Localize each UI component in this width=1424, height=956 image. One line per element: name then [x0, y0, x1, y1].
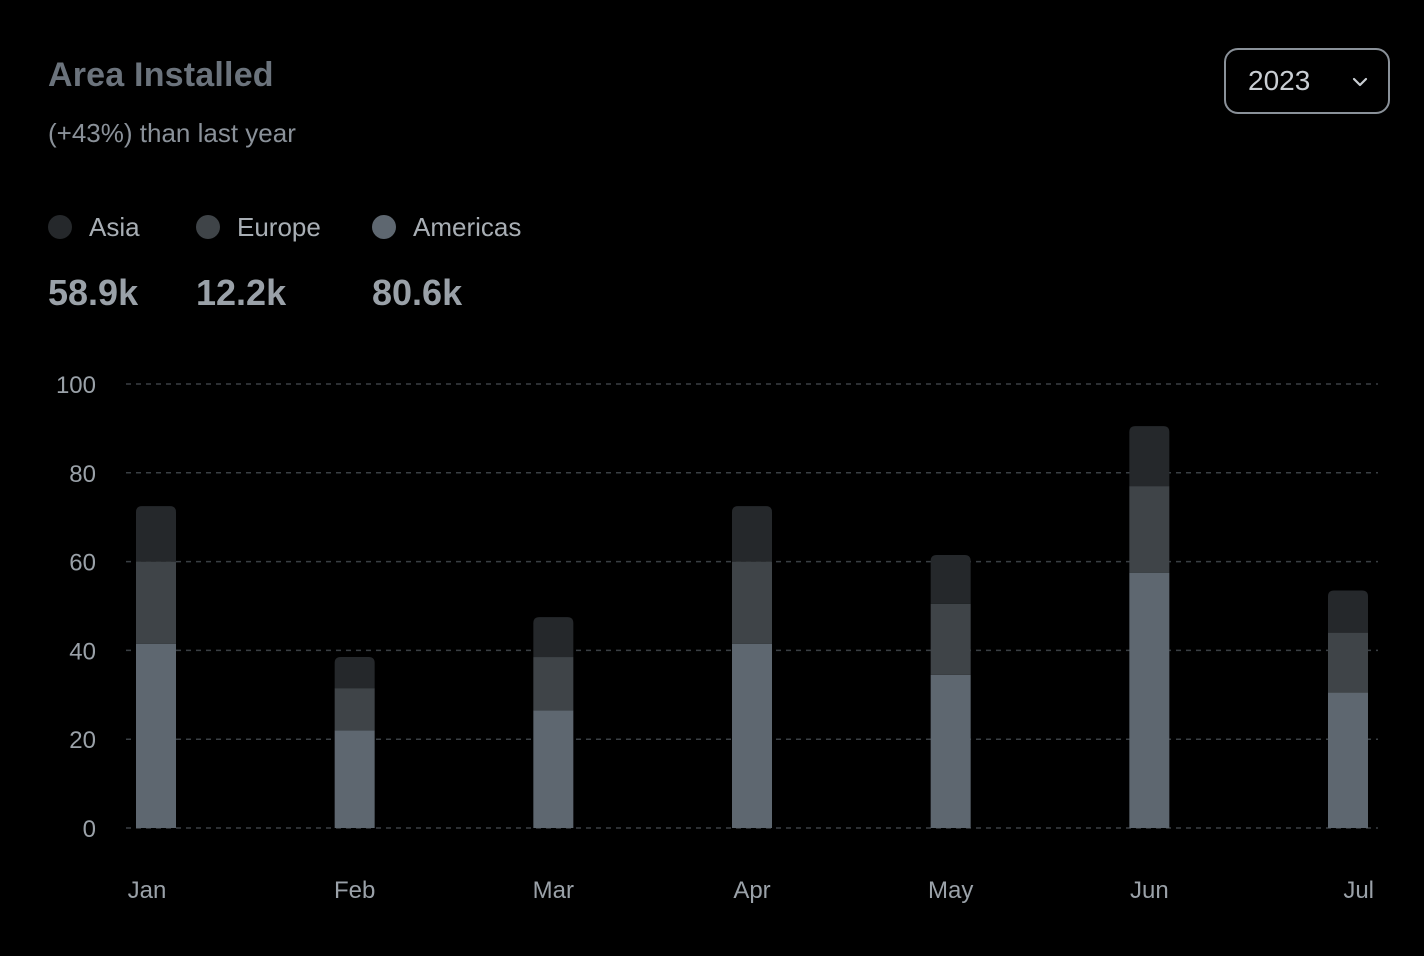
chevron-down-icon: [1352, 77, 1368, 87]
bar-jul-americas: [1328, 692, 1368, 828]
bar-jul-europe: [1328, 632, 1368, 693]
bar-jul-asia: [1328, 590, 1368, 633]
bar-jun-americas: [1129, 572, 1170, 828]
legend-dot-europe: [196, 215, 220, 239]
y-tick-label-60: 60: [69, 550, 96, 577]
legend-item-europe[interactable]: Europe: [196, 210, 321, 244]
legend-label-asia: Asia: [89, 211, 140, 242]
bar-mar-americas: [533, 710, 574, 828]
y-tick-label-20: 20: [69, 727, 96, 754]
x-tick-label-feb: Feb: [334, 877, 375, 904]
bar-feb-americas: [334, 730, 375, 828]
legend-value-asia: 58.9k: [48, 272, 139, 313]
bar-jun-europe: [1129, 486, 1170, 573]
bar-apr-europe: [732, 561, 772, 644]
bar-feb-europe: [334, 688, 375, 731]
year-select[interactable]: 2023: [1224, 48, 1390, 114]
x-tick-label-jul: Jul: [1343, 877, 1374, 904]
bar-may-asia: [930, 554, 971, 604]
x-tick-label-apr: Apr: [733, 877, 770, 904]
legend-item-americas[interactable]: Americas: [372, 210, 521, 244]
x-tick-label-may: May: [928, 877, 973, 904]
y-tick-label-0: 0: [83, 816, 96, 843]
bar-jun-asia: [1129, 426, 1170, 487]
chart-subtitle: (+43%) than last year: [48, 118, 296, 148]
x-tick-label-jun: Jun: [1130, 877, 1169, 904]
y-tick-label-100: 100: [56, 372, 96, 399]
bar-mar-europe: [533, 657, 574, 711]
legend-dot-asia: [48, 215, 72, 239]
legend-value-europe: 12.2k: [196, 272, 287, 313]
year-select-value: 2023: [1248, 65, 1311, 96]
chart-title: Area Installed: [48, 56, 274, 94]
bar-feb-asia: [334, 657, 375, 689]
x-tick-label-mar: Mar: [533, 877, 574, 904]
bar-may-americas: [930, 674, 971, 828]
legend-label-europe: Europe: [237, 211, 321, 242]
bar-jan-europe: [136, 561, 176, 644]
legend-dot-americas: [372, 215, 396, 239]
legend-value-americas: 80.6k: [372, 272, 463, 313]
bar-may-europe: [930, 603, 971, 675]
legend-item-asia[interactable]: Asia: [48, 210, 140, 244]
bar-jan-americas: [136, 643, 176, 828]
x-tick-label-jan: Jan: [128, 877, 167, 904]
bar-apr-americas: [732, 643, 772, 828]
legend-label-americas: Americas: [413, 211, 522, 242]
bar-apr-asia: [732, 506, 772, 562]
y-tick-label-80: 80: [69, 461, 96, 488]
y-tick-label-40: 40: [69, 638, 96, 665]
bar-jan-asia: [136, 506, 176, 562]
bar-mar-asia: [533, 617, 574, 658]
